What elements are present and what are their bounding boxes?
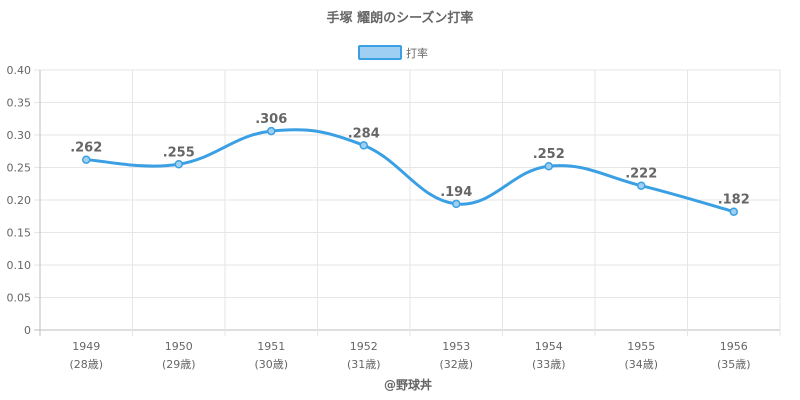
data-label: .222 — [625, 167, 657, 182]
data-point[interactable] — [544, 161, 553, 171]
y-tick-label: 0.35 — [7, 97, 32, 110]
data-label: .306 — [255, 112, 287, 127]
data-point[interactable] — [174, 160, 183, 169]
x-tick-label: 1953 — [442, 340, 470, 353]
data-point[interactable] — [359, 141, 368, 150]
series-batting-average — [82, 126, 738, 216]
legend-label: 打率 — [406, 46, 428, 60]
y-tick-label: 0.10 — [7, 259, 32, 272]
x-tick-label: 1955 — [627, 340, 655, 353]
data-point[interactable] — [267, 126, 276, 136]
x-tick-sublabel: (32歳) — [439, 358, 473, 371]
y-axis: 0 0.05 0.10 0.15 0.20 0.25 0.30 0.35 0.40 — [7, 64, 32, 337]
y-tick-label: 0.20 — [7, 194, 32, 207]
x-tick-label: 1954 — [535, 340, 563, 353]
x-tick-sublabel: (30歳) — [254, 358, 288, 371]
data-point[interactable] — [82, 155, 91, 164]
x-tick-sublabel: (33歳) — [532, 358, 566, 371]
grid — [34, 69, 781, 336]
x-tick-sublabel: (34歳) — [624, 358, 658, 371]
x-tick-sublabel: (29歳) — [162, 358, 196, 371]
data-label: .255 — [163, 145, 195, 160]
x-tick-sublabel: (31歳) — [347, 358, 381, 371]
x-tick-label: 1949 — [72, 340, 100, 353]
y-tick-label: 0 — [24, 324, 31, 337]
watermark: @野球丼 — [384, 377, 432, 392]
y-tick-label: 0.30 — [7, 129, 32, 142]
legend-swatch — [358, 45, 402, 60]
data-labels: .262 .255 .306 .284 .194 .252 .222 .182 — [70, 112, 750, 208]
data-label: .252 — [533, 147, 565, 162]
x-axis: 1949 (28歳) 1950 (29歳) 1951 (30歳) 1952 (31歳) 1953… — [69, 340, 750, 371]
data-point[interactable] — [452, 199, 461, 209]
chart-title: 手塚 耀朗のシーズン打率 — [327, 10, 474, 26]
x-tick-sublabel: (28歳) — [69, 358, 103, 371]
y-tick-label: 0.15 — [7, 227, 32, 240]
y-tick-label: 0.05 — [7, 292, 32, 305]
data-point[interactable] — [637, 181, 646, 190]
y-tick-label: 0.25 — [7, 162, 32, 175]
x-tick-sublabel: (35歳) — [717, 358, 751, 371]
x-tick-label: 1950 — [165, 340, 193, 353]
x-tick-label: 1952 — [350, 340, 378, 353]
x-tick-label: 1951 — [257, 340, 285, 353]
data-point[interactable] — [729, 207, 738, 216]
x-tick-label: 1956 — [720, 340, 748, 353]
chart-legend[interactable]: 打率 — [358, 45, 428, 60]
y-tick-label: 0.40 — [7, 64, 32, 77]
data-label: .194 — [440, 185, 472, 200]
data-label: .262 — [70, 141, 102, 156]
data-label: .284 — [348, 126, 380, 141]
data-label: .182 — [718, 193, 750, 208]
series-line — [84, 128, 736, 214]
